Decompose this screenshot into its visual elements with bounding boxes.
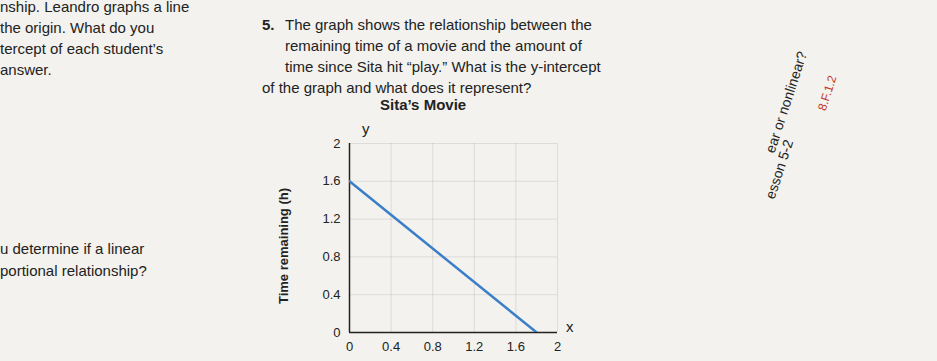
html-text:answer.: answer. [0, 61, 52, 78]
html-text:y: y [362, 120, 370, 137]
svg-text:1.2: 1.2 [465, 339, 483, 354]
html-text:8.F.1.2: 8.F.1.2 [815, 73, 840, 113]
html-text:remaining time of a movie and: remaining time of a movie and the amount… [285, 37, 582, 54]
html-text:time since Sita hit “play.” Wh: time since Sita hit “play.” What is the … [285, 58, 601, 75]
html-text:Sita’s Movie: Sita’s Movie [380, 96, 467, 113]
svg-text:0.4: 0.4 [322, 287, 340, 302]
html-text:tercept of each student’s: tercept of each student’s [0, 40, 164, 57]
html-text:of the graph and what does it: of the graph and what does it represent? [262, 79, 532, 96]
svg-text:0: 0 [346, 339, 353, 354]
svg-text:1.6: 1.6 [507, 339, 525, 354]
svg-text:0.8: 0.8 [322, 249, 340, 264]
svg-text:2: 2 [333, 136, 340, 151]
html-text:u determine if a linear: u determine if a linear [0, 240, 145, 257]
svg-text:1.6: 1.6 [322, 173, 340, 188]
html-text:the origin. What do you: the origin. What do you [0, 19, 155, 36]
html-text:The graph shows the relationsh: The graph shows the relationship between… [285, 16, 592, 33]
svg-text:2: 2 [554, 339, 561, 354]
svg-text:0: 0 [333, 325, 340, 340]
svg-text:0.4: 0.4 [382, 339, 400, 354]
html-text:x: x [566, 318, 574, 335]
html-text:portional relationship?: portional relationship? [0, 262, 147, 279]
html-text:ear or nonlinear?: ear or nonlinear? [762, 49, 810, 155]
html-text:Time remaining (h): Time remaining (h) [275, 188, 291, 304]
svg-text:1.2: 1.2 [322, 211, 340, 226]
html-text:esson 5-2: esson 5-2 [762, 137, 797, 201]
html-text:5.: 5. [262, 16, 275, 33]
svg-text:0.8: 0.8 [424, 339, 442, 354]
